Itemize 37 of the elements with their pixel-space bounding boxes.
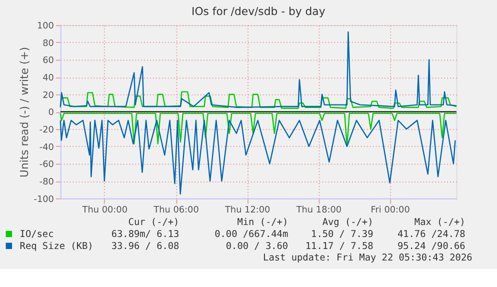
chart-title: IOs for /dev/sdb - by day [192,5,326,18]
y-tick-label: -80 [39,177,54,188]
x-tick-label: Thu 06:00 [152,206,200,216]
x-tick-label: Thu 18:00 [295,206,342,216]
text: Avg (-/+) [322,217,374,228]
x-tick-label: Fri 00:00 [370,206,410,216]
y-tick-label: -60 [39,160,54,170]
text: 0.00 / 3.60 [226,240,288,252]
line-series [60,91,458,109]
text: Min (-/+) [237,217,288,228]
text: 0.00 /667.44m [214,228,288,240]
line-series [60,112,458,147]
legend-label: Req Size (KB) [20,240,94,252]
x-tick-label: Thu 12:00 [224,206,271,216]
text: 11.17 / 7.58 [305,240,374,252]
y-tick-label: 40 [42,74,54,84]
text: 95.24 /90.66 [397,240,466,252]
y-tick-label: 60 [42,56,54,66]
y-tick-label: -40 [39,142,54,153]
text: Cur (-/+) [128,217,180,228]
y-tick-label: 80 [42,38,54,49]
text: 63.89m/ 6.13 [111,228,180,240]
line-series [60,31,458,108]
y-tick-label: -100 [34,194,54,205]
text: 33.96 / 6.08 [111,240,180,252]
y-tick-label: 20 [42,90,54,101]
text: Last update: Fri May 22 05:30:43 2026 [263,252,473,264]
y-tick-label: 100 [36,22,54,32]
text: 1.50 / 7.39 [311,228,374,240]
y-tick-label: 0 [48,108,54,118]
text: 41.76 /24.78 [397,228,466,240]
y-axis-title: Units read (-) / write (+) [18,46,31,178]
line-series [60,120,456,195]
text: Max (-/+) [414,217,466,228]
legend-label: IO/sec [20,228,54,240]
x-tick-label: Thu 00:00 [81,206,128,216]
y-tick-label: -20 [39,126,54,136]
